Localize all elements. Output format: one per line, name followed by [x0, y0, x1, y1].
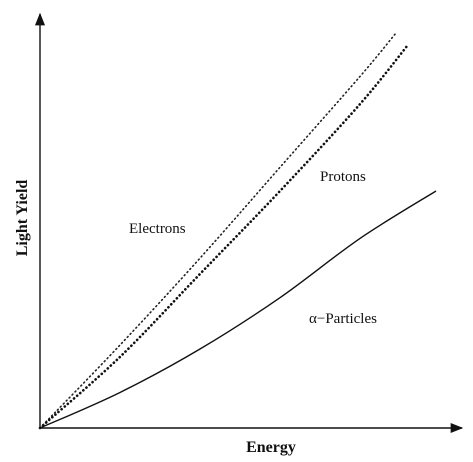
series-label-alpha-particles: α−Particles — [309, 311, 377, 327]
series-label-protons: Protons — [320, 169, 366, 185]
series-label-electrons: Electrons — [129, 221, 186, 237]
axes — [34, 12, 464, 434]
series-layer — [38, 32, 437, 430]
series-alpha-particles-line — [39, 190, 437, 429]
y-axis-label: Light Yield — [14, 180, 31, 257]
series-electrons-line — [39, 32, 397, 429]
x-axis-label: Energy — [246, 439, 296, 456]
series-protons-line — [38, 43, 410, 430]
labels: Electrons Protons α−Particles Energy Lig… — [14, 169, 377, 456]
